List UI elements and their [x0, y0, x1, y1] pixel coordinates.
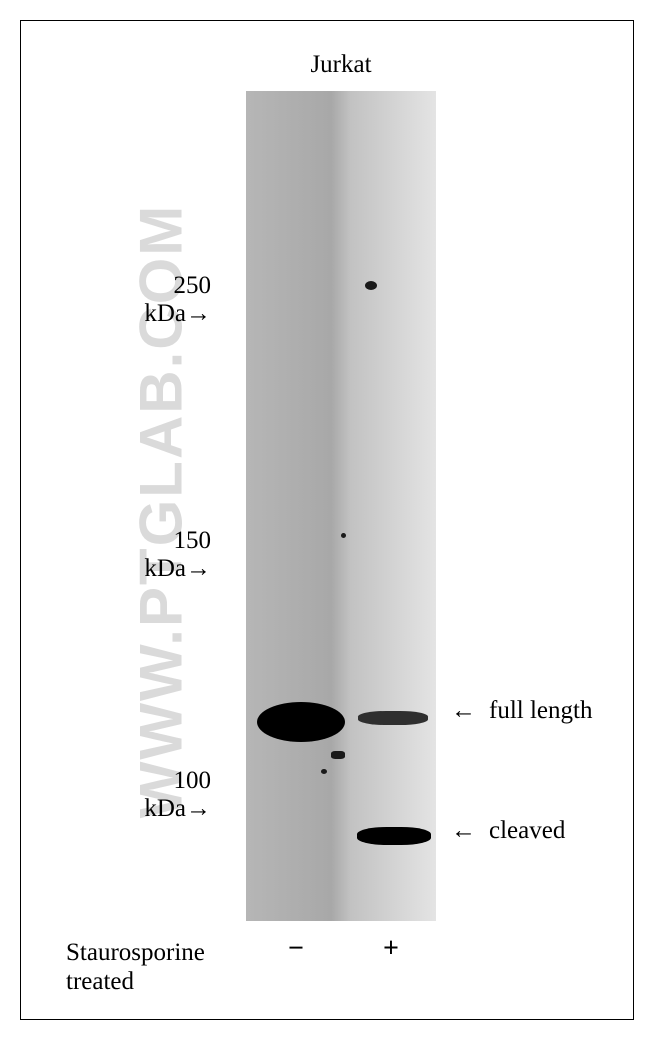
marker-150: 150 kDa→	[106, 527, 211, 583]
marker-100-arrow: →	[186, 795, 211, 822]
label-cleaved: cleaved	[489, 817, 565, 845]
arrow-full-length: ←	[451, 697, 476, 725]
marker-250-arrow: →	[186, 300, 211, 327]
blot-speck	[321, 769, 327, 774]
blot-speck	[331, 751, 345, 759]
arrow-cleaved: ←	[451, 817, 476, 845]
band-treated-cleaved	[357, 827, 431, 845]
lane-treated-symbol: +	[383, 933, 399, 965]
marker-100: 100 kDa→	[106, 767, 211, 823]
cell-line-title: Jurkat	[310, 51, 371, 79]
treatment-line1: Staurosporine	[66, 939, 205, 966]
treatment-line2: treated	[66, 968, 134, 995]
blot-background	[246, 91, 436, 921]
marker-150-arrow: →	[186, 555, 211, 582]
blot-speck	[341, 533, 346, 538]
blot-speck	[365, 281, 377, 290]
treatment-label: Staurosporine treated	[66, 939, 205, 997]
blot-membrane	[246, 91, 436, 921]
figure-frame: WWW.PTGLAB.COM Jurkat 250 kDa→ 150 kDa→ …	[20, 20, 634, 1020]
lane-untreated-symbol: −	[288, 933, 304, 965]
band-treated-full-length	[358, 711, 428, 725]
band-untreated-full-length	[257, 702, 345, 742]
label-full-length: full length	[489, 697, 592, 725]
marker-250: 250 kDa→	[106, 272, 211, 328]
